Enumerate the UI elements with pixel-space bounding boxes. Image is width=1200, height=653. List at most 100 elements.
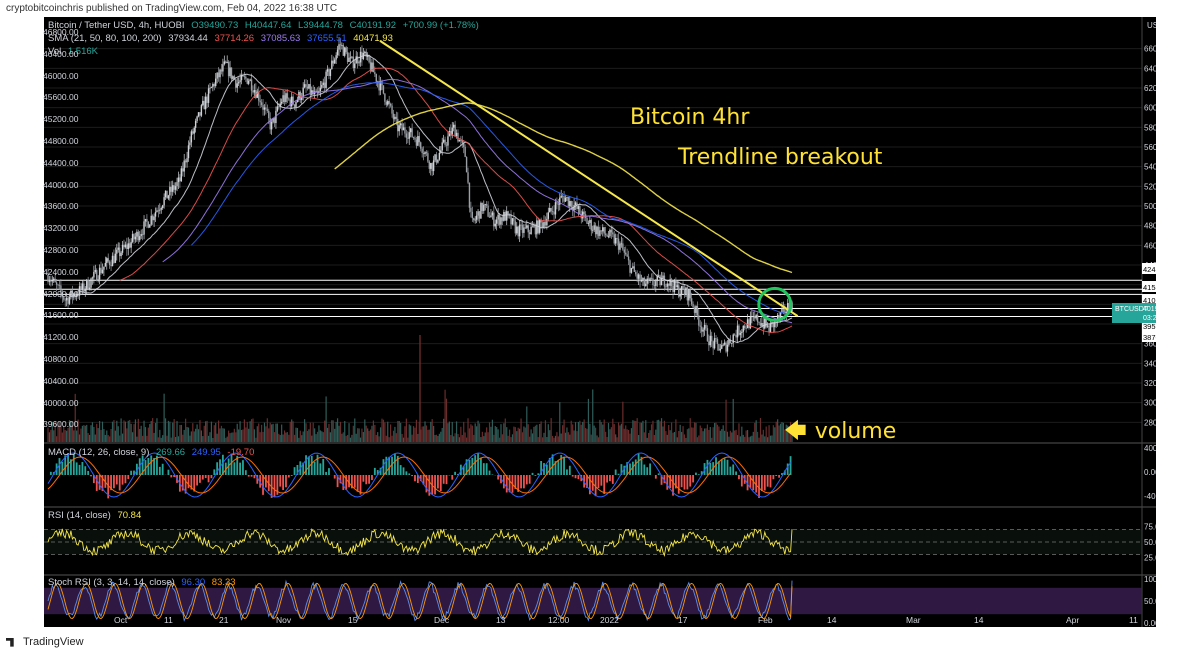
- candle: [613, 234, 615, 244]
- candle: [186, 158, 188, 163]
- candle: [583, 211, 585, 215]
- time-axis-tick: Mar: [906, 615, 921, 625]
- rsi-pane: [44, 528, 1142, 557]
- candle: [755, 314, 757, 319]
- candle: [212, 83, 214, 88]
- volume-bar: [174, 436, 177, 442]
- candle: [338, 44, 340, 50]
- volume-bar: [574, 422, 577, 442]
- volume-bar: [483, 436, 485, 442]
- volume-bar: [117, 426, 119, 442]
- candle: [715, 338, 717, 340]
- volume-bar: [521, 432, 524, 442]
- candle: [703, 324, 706, 330]
- volume-bar: [216, 433, 218, 442]
- candle: [420, 142, 422, 149]
- volume-bar: [180, 424, 182, 442]
- macd-bar: [153, 457, 155, 475]
- volume-bar: [736, 435, 739, 442]
- volume-bar: [759, 418, 762, 442]
- candle: [788, 303, 790, 310]
- volume-bar: [190, 431, 192, 442]
- volume-bar: [709, 427, 711, 442]
- candle: [764, 318, 766, 329]
- volume-bar: [139, 429, 141, 442]
- volume-bar: [756, 431, 759, 442]
- volume-bar: [51, 421, 53, 442]
- volume-bar: [215, 422, 217, 442]
- volume-bar: [375, 434, 377, 442]
- candle: [325, 71, 327, 88]
- candle: [143, 221, 145, 235]
- candle: [442, 139, 445, 143]
- candle: [434, 154, 436, 161]
- volume-bar: [318, 425, 320, 442]
- volume-bar: [470, 424, 472, 442]
- publish-header: cryptobitcoinchris published on TradingV…: [6, 3, 338, 14]
- volume-bar: [385, 435, 387, 442]
- volume-bar: [553, 437, 555, 442]
- volume-bar: [144, 427, 147, 442]
- volume-bar: [465, 437, 468, 442]
- macd-bar: [457, 473, 459, 475]
- left-axis-tick: 41600.00: [43, 310, 79, 321]
- volume-bar: [476, 426, 478, 442]
- volume-bar: [765, 426, 767, 442]
- volume-bar: [464, 432, 466, 442]
- volume-bar: [140, 425, 142, 442]
- volume-bar: [189, 435, 191, 442]
- candle: [323, 82, 326, 88]
- macd-bar: [760, 475, 763, 492]
- candle: [498, 214, 501, 225]
- candle: [594, 225, 597, 235]
- macd-bar: [187, 475, 190, 489]
- candle: [527, 225, 529, 233]
- candle: [738, 325, 740, 335]
- volume-bar: [595, 427, 597, 442]
- candle: [510, 215, 512, 225]
- macd-bar: [717, 461, 720, 475]
- candle: [463, 142, 465, 147]
- macd-bar: [101, 475, 104, 491]
- volume-bar: [437, 435, 439, 442]
- right-axis-tick: 30000.00: [1144, 399, 1156, 408]
- volume-bar: [583, 419, 585, 442]
- volume-bar: [613, 424, 615, 442]
- macd-bar: [683, 475, 686, 490]
- volume-bar: [607, 423, 610, 442]
- volume-bar: [183, 429, 185, 442]
- candle: [632, 266, 634, 268]
- candle: [156, 210, 158, 213]
- volume-bar: [468, 428, 471, 442]
- current-timer: 03:21:06: [1143, 315, 1156, 322]
- chart-frame[interactable]: USDT 66000.00 64000.00 62000.00 60000.00 5800…: [43, 17, 1156, 627]
- candle: [425, 152, 428, 154]
- macd-bar: [669, 475, 672, 489]
- macd-bar: [637, 453, 640, 475]
- volume-bar: [395, 433, 397, 442]
- chart-svg[interactable]: USDT 66000.00 64000.00 62000.00 60000.00 5800…: [44, 17, 1156, 627]
- candle: [154, 212, 157, 217]
- volume-bar: [103, 429, 105, 442]
- macd-bar: [328, 468, 330, 475]
- candle: [64, 299, 66, 301]
- candle: [441, 142, 443, 151]
- candle: [328, 69, 330, 77]
- volume-bar: [778, 425, 780, 442]
- volume-bar: [708, 429, 710, 442]
- candle: [100, 267, 102, 274]
- volume-bar: [119, 435, 121, 442]
- candle: [417, 136, 419, 146]
- left-axis-tick: 42800.00: [43, 245, 79, 255]
- legend-sma: SMA (21, 50, 80, 100, 200) 37934.44 3771…: [48, 33, 397, 44]
- candle: [225, 61, 227, 63]
- candle: [487, 205, 489, 217]
- candle: [207, 88, 210, 103]
- volume-bar: [197, 429, 200, 442]
- macd-bar: [626, 462, 629, 475]
- macd-bar: [373, 467, 376, 475]
- candle: [332, 60, 334, 64]
- macd-bar: [247, 475, 250, 477]
- candle: [235, 79, 237, 88]
- trendline[interactable]: [379, 39, 799, 317]
